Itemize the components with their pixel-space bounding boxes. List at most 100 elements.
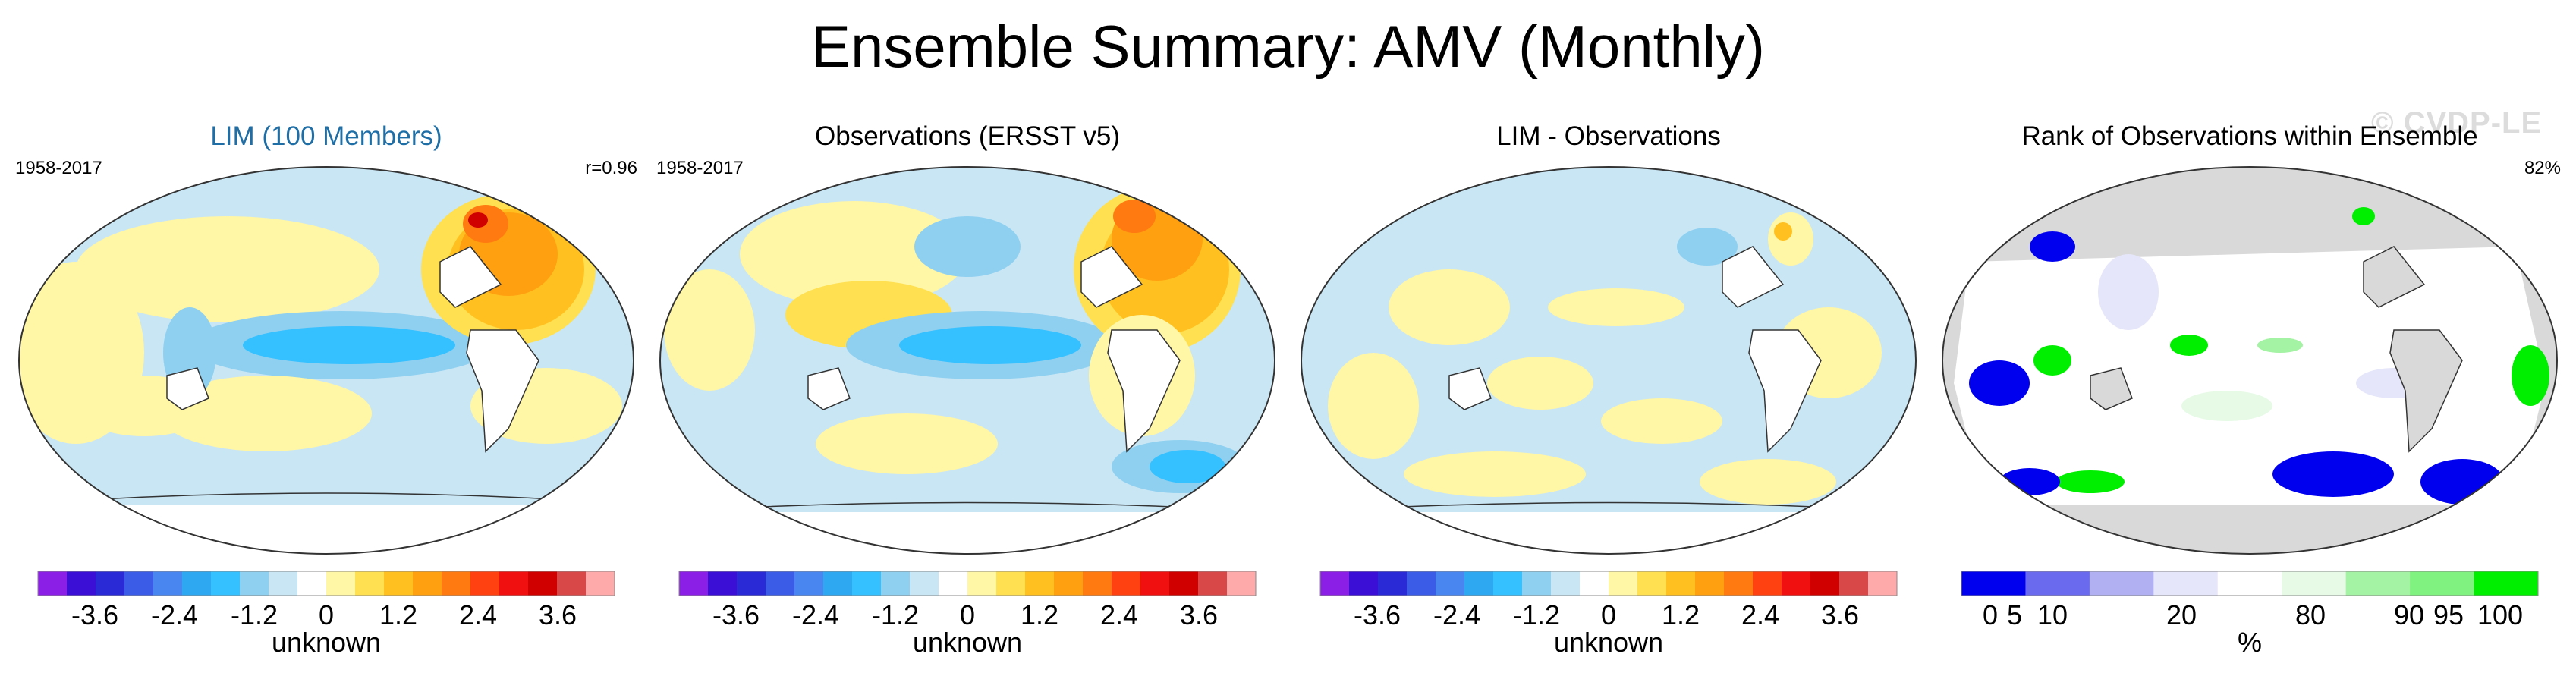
colorbar-swatch <box>1169 571 1199 596</box>
colorbar-unit: unknown <box>912 627 1023 658</box>
colorbar-swatch <box>766 571 795 596</box>
colorbar-tick: -2.4 <box>1433 599 1481 630</box>
colorbar-swatch <box>1407 571 1436 596</box>
colorbar-swatch <box>1083 571 1112 596</box>
colorbar-swatch <box>1112 571 1141 596</box>
colorbar-swatch <box>2217 571 2282 596</box>
panel-title: Rank of Observations within Ensemble <box>2021 121 2478 151</box>
colorbar-swatch <box>38 571 68 596</box>
colorbar-swatch <box>96 571 125 596</box>
colorbar-tick: 3.6 <box>1820 599 1860 630</box>
colorbar-tick: 90 <box>2393 599 2425 630</box>
colorbar-tick: 2.4 <box>1741 599 1780 630</box>
colorbar-tick: 0 <box>1982 599 1999 630</box>
colorbar-frame <box>37 571 615 596</box>
colorbar-tick: 3.6 <box>538 599 577 630</box>
colorbar-swatch <box>153 571 183 596</box>
colorbar-swatch <box>1695 571 1725 596</box>
colorbar-swatch <box>1140 571 1170 596</box>
colorbar-unit: unknown <box>1553 627 1664 658</box>
colorbar-swatch <box>2089 571 2154 596</box>
colorbar-swatch <box>2282 571 2347 596</box>
colorbar-frame <box>1961 571 2539 596</box>
colorbar-swatch <box>2025 571 2090 596</box>
colorbar-swatch <box>794 571 824 596</box>
colorbar-tick: 100 <box>2477 599 2524 630</box>
panel-observations: Observations (ERSST v5) 1958-2017 <box>656 114 1279 676</box>
colorbar-swatch <box>1378 571 1408 596</box>
colorbar-swatch <box>708 571 738 596</box>
colorbar-swatch <box>182 571 212 596</box>
colorbar-tick: -1.2 <box>871 599 920 630</box>
colorbar-observations <box>678 571 1257 596</box>
colorbar-swatch <box>852 571 882 596</box>
colorbar-swatch <box>1782 571 1811 596</box>
colorbar-swatch <box>269 571 298 596</box>
colorbar-tick: 95 <box>2433 599 2464 630</box>
colorbar-swatch <box>1580 571 1609 596</box>
colorbar-lim <box>37 571 615 596</box>
colorbar-swatch <box>297 571 327 596</box>
map-rank <box>1942 166 2558 555</box>
colorbar-difference <box>1319 571 1898 596</box>
colorbar-swatch <box>1551 571 1581 596</box>
colorbar-tick: -2.4 <box>791 599 840 630</box>
period-label: 1958-2017 <box>656 158 744 178</box>
colorbar-swatch <box>413 571 442 596</box>
colorbar-swatch <box>881 571 911 596</box>
colorbar-swatch <box>586 571 615 596</box>
colorbar-swatch <box>1666 571 1696 596</box>
period-label: 1958-2017 <box>15 158 102 178</box>
colorbar-swatch <box>996 571 1026 596</box>
colorbar-swatch <box>240 571 269 596</box>
colorbar-unit: % <box>2237 627 2262 658</box>
colorbar-swatch <box>1025 571 1055 596</box>
colorbar-swatch <box>910 571 939 596</box>
colorbar-swatch <box>1320 571 1350 596</box>
colorbar-swatch <box>1522 571 1552 596</box>
colorbar-tick: -3.6 <box>1353 599 1401 630</box>
colorbar-tick: 0 <box>959 599 976 630</box>
colorbar-unit: unknown <box>271 627 382 658</box>
colorbar-tick: 1.2 <box>379 599 418 630</box>
colorbar-swatch <box>823 571 853 596</box>
colorbar-swatch <box>211 571 241 596</box>
colorbar-tick: 0 <box>1600 599 1617 630</box>
colorbar-swatch <box>326 571 356 596</box>
colorbar-tick: -1.2 <box>1512 599 1561 630</box>
panel-lim: LIM (100 Members) 1958-2017 r=0.96 <box>15 114 637 676</box>
colorbar-swatch <box>1198 571 1228 596</box>
colorbar-swatch <box>1493 571 1523 596</box>
colorbar-swatch <box>679 571 709 596</box>
figure-title: Ensemble Summary: AMV (Monthly) <box>810 13 1766 80</box>
colorbar-tick: 2.4 <box>1099 599 1139 630</box>
colorbar-swatch <box>2474 571 2539 596</box>
colorbar-tick: 20 <box>2166 599 2197 630</box>
colorbar-tick: -3.6 <box>712 599 760 630</box>
colorbar-rank <box>1961 571 2539 596</box>
colorbar-swatch <box>2410 571 2475 596</box>
colorbar-swatch <box>1839 571 1869 596</box>
panel-title: Observations (ERSST v5) <box>815 121 1120 151</box>
panel-rank: Rank of Observations within Ensemble 82% <box>1939 114 2561 676</box>
colorbar-tick: 80 <box>2294 599 2326 630</box>
colorbar-swatch <box>1436 571 1465 596</box>
colorbar-tick: -2.4 <box>150 599 199 630</box>
percent-label: 82% <box>2524 158 2561 178</box>
map-observations <box>659 166 1275 555</box>
colorbar-swatch <box>442 571 471 596</box>
colorbar-swatch <box>1868 571 1898 596</box>
colorbar-swatch <box>557 571 587 596</box>
colorbar-swatch <box>1810 571 1840 596</box>
colorbar-tick: -1.2 <box>230 599 278 630</box>
colorbar-swatch <box>2345 571 2411 596</box>
colorbar-swatch <box>499 571 529 596</box>
colorbar-swatch <box>1609 571 1638 596</box>
colorbar-swatch <box>528 571 558 596</box>
map-difference <box>1301 166 1917 555</box>
colorbar-swatch <box>1724 571 1754 596</box>
colorbar-swatch <box>355 571 385 596</box>
correlation-label: r=0.96 <box>585 158 637 178</box>
colorbar-swatch <box>1349 571 1379 596</box>
colorbar-swatch <box>1464 571 1494 596</box>
